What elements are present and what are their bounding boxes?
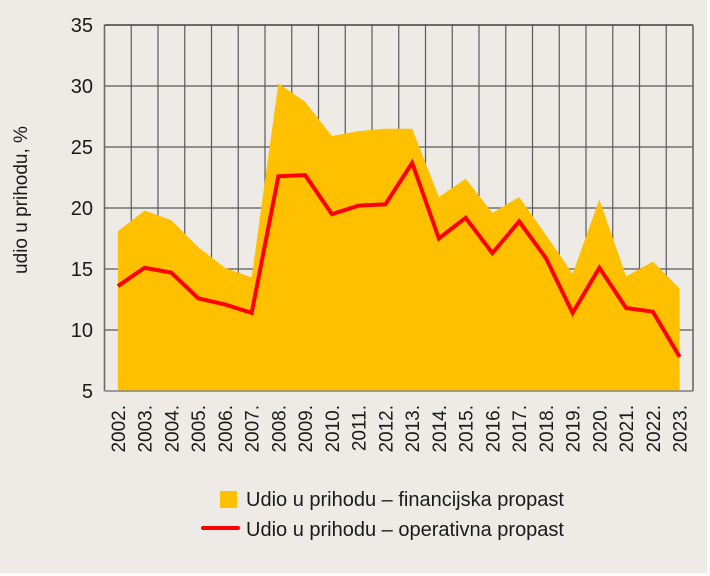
- x-tick-label: 2011.: [350, 405, 371, 451]
- area-financijska-propast: [117, 83, 680, 391]
- y-tick-label: 20: [71, 198, 93, 220]
- x-tick-label: 2022.: [644, 405, 665, 453]
- legend: Udio u prihodu – financijska propast Udi…: [201, 489, 564, 541]
- legend-swatch-area: [220, 491, 237, 508]
- x-tick-label: 2006.: [216, 405, 237, 453]
- legend-label-operational: Udio u prihodu – operativna propast: [246, 519, 564, 541]
- legend-item-financial[interactable]: Udio u prihodu – financijska propast: [220, 489, 564, 511]
- x-tick-label: 2004.: [162, 405, 183, 453]
- legend-label-financial: Udio u prihodu – financijska propast: [246, 489, 564, 511]
- y-tick-label: 5: [82, 381, 93, 403]
- y-axis-title: udio u prihodu, %: [11, 126, 32, 274]
- x-tick-label: 2019.: [564, 405, 585, 453]
- area-series-layer: [117, 83, 680, 391]
- y-tick-labels: 5 10 15 20 25 30 35: [71, 15, 93, 403]
- y-tick-label: 15: [71, 259, 93, 281]
- x-tick-label: 2012.: [376, 405, 397, 453]
- line-operativna-propast: [116, 158, 682, 358]
- x-tick-label: 2009.: [296, 405, 317, 453]
- x-tick-label: 2015.: [457, 405, 478, 453]
- line-series-layer: [116, 158, 682, 358]
- x-tick-label: 2018.: [537, 405, 558, 453]
- legend-item-operational[interactable]: Udio u prihodu – operativna propast: [201, 519, 564, 541]
- x-tick-label: 2002.: [109, 405, 130, 453]
- x-tick-label: 2023.: [671, 405, 692, 453]
- x-tick-label: 2020.: [590, 405, 611, 453]
- y-tick-label: 25: [71, 137, 93, 159]
- x-tick-label: 2017.: [510, 405, 531, 453]
- x-tick-label: 2021.: [617, 405, 638, 453]
- x-tick-label: 2007.: [243, 405, 264, 453]
- x-tick-label: 2005.: [189, 405, 210, 453]
- x-tick-label: 2016.: [483, 405, 504, 453]
- y-tick-label: 30: [71, 76, 93, 98]
- x-tick-label: 2003.: [136, 405, 157, 453]
- axes: [103, 24, 694, 392]
- x-tick-label: 2014.: [430, 405, 451, 453]
- x-tick-label: 2010.: [323, 405, 344, 453]
- x-tick-label: 2013.: [403, 405, 424, 453]
- x-tick-label: 2008.: [269, 405, 290, 453]
- x-tick-labels: 2002. 2003. 2004. 2005. 2006. 2007. 2008. 2009.…: [109, 405, 692, 453]
- y-tick-label: 10: [71, 320, 93, 342]
- y-tick-label: 35: [71, 15, 93, 37]
